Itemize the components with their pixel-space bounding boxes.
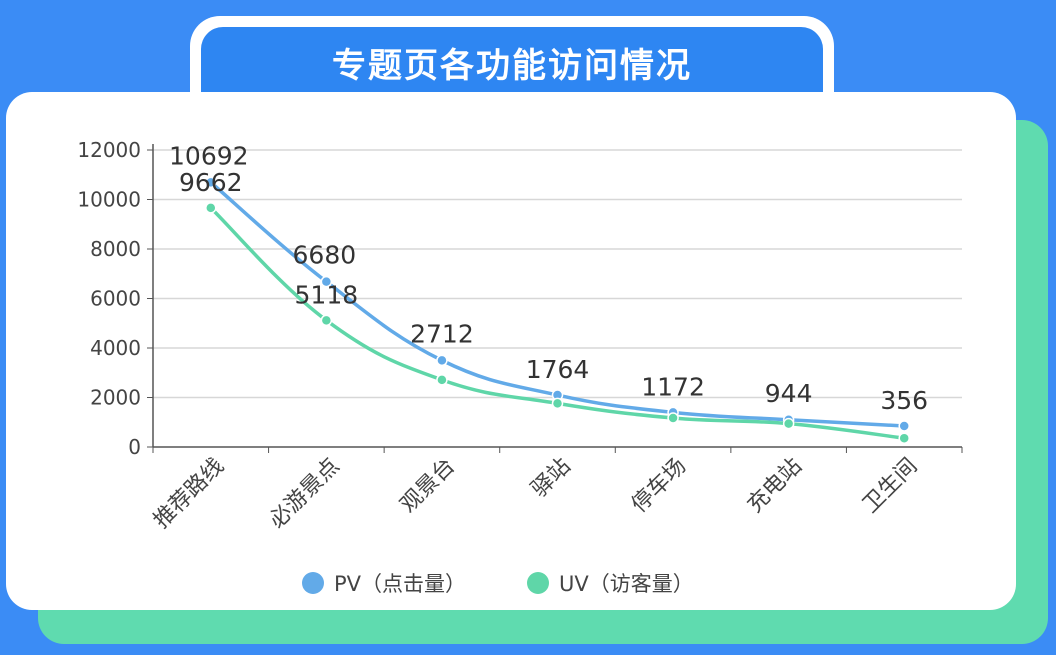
- data-point-uv: [551, 397, 564, 410]
- y-tick-label: 6000: [90, 287, 141, 311]
- legend-pv-marker: [302, 572, 324, 594]
- y-tick-label: 8000: [90, 237, 141, 261]
- chart-card: [6, 92, 1016, 610]
- x-tick-label: 观景台: [396, 454, 460, 518]
- y-tick-label: 4000: [90, 336, 141, 360]
- legend: PV（点击量） UV（访客量）: [0, 566, 1056, 600]
- data-point-pv: [898, 420, 910, 432]
- data-point-uv: [320, 314, 333, 327]
- legend-item-uv[interactable]: UV（访客量）: [527, 566, 694, 600]
- data-point-pv: [320, 275, 333, 288]
- data-point-uv: [898, 432, 910, 444]
- data-label-layer: 10692 6680 9662 5118 2712 1764 1172 944 356: [169, 141, 928, 415]
- legend-uv-label: UV（访客量）: [559, 572, 694, 596]
- page-title: 专题页各功能访问情况: [332, 46, 692, 86]
- data-point-uv: [436, 374, 448, 386]
- legend-item-pv[interactable]: PV（点击量）: [302, 566, 466, 600]
- x-tick-label: 驿站: [527, 454, 576, 503]
- data-label: 1172: [641, 372, 705, 401]
- axis-layer: 0 2000 4000 6000 8000 10000 12000 推荐路线 必游景点 观景台 驿站…: [77, 138, 963, 534]
- data-point-uv: [782, 417, 795, 430]
- data-label: 1764: [526, 355, 590, 384]
- data-point-pv: [205, 176, 217, 189]
- data-point-uv: [205, 202, 217, 214]
- x-tick-label: 必游景点: [265, 454, 345, 534]
- series-layer: [205, 176, 910, 444]
- legend-uv-marker: [527, 572, 549, 594]
- x-tick-label: 卫生间: [858, 454, 922, 518]
- data-point-pv: [436, 354, 448, 367]
- legend-pv-label: PV（点击量）: [334, 572, 467, 596]
- data-label: 2712: [410, 319, 474, 348]
- x-tick-label: 停车场: [627, 454, 691, 518]
- data-label: 6680: [293, 241, 357, 270]
- data-label: 5118: [295, 280, 359, 309]
- y-tick-label: 12000: [77, 138, 141, 162]
- data-label: 356: [880, 386, 928, 415]
- data-point-uv: [667, 412, 679, 424]
- x-tick-label: 推荐路线: [149, 454, 229, 534]
- y-tick-label: 0: [128, 435, 141, 459]
- x-tick-label: 充电站: [743, 454, 807, 518]
- y-tick-label: 2000: [90, 386, 141, 410]
- data-label: 10692: [169, 141, 249, 170]
- data-label: 944: [765, 379, 813, 408]
- y-tick-label: 10000: [77, 188, 141, 212]
- data-label: 9662: [179, 168, 243, 197]
